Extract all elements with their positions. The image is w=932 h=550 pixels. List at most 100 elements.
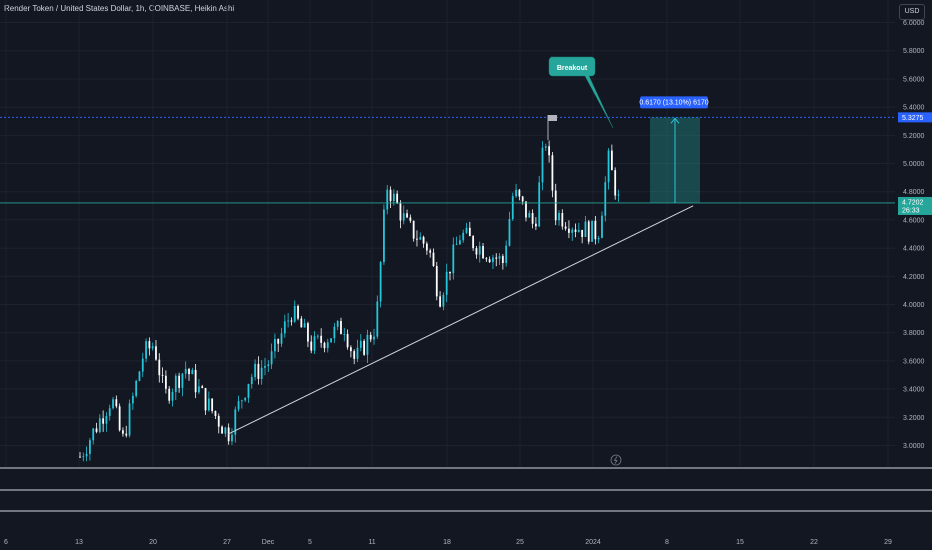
candle-body [432, 252, 435, 267]
candle-body [303, 323, 306, 328]
candle-body [485, 258, 488, 260]
candle-body [515, 189, 517, 197]
candle-body [488, 259, 491, 263]
candle-body [587, 221, 590, 242]
time-tick-label: 13 [75, 539, 83, 546]
measure-layer[interactable]: 0.6170 (13.10%) 6170 [639, 96, 709, 203]
candle-body [617, 194, 620, 196]
candle-body [188, 368, 190, 375]
candle-body [178, 375, 181, 388]
candle-body [558, 213, 560, 221]
candle-body [158, 359, 161, 376]
candle-body [610, 150, 613, 171]
time-axis[interactable]: 6 13 20 27 Dec 5 11 18 25 2024 8 15 22 29 [4, 539, 892, 546]
candle-body [366, 334, 369, 355]
candle-body [498, 256, 501, 259]
candle-body [270, 351, 273, 365]
candle-body [508, 219, 511, 246]
candle-body [247, 383, 250, 398]
candle-body [465, 227, 468, 233]
candle-body [145, 341, 147, 359]
candle-body [128, 403, 131, 436]
candle-body [297, 305, 299, 319]
candle-body [564, 226, 567, 229]
candle-body [518, 189, 521, 197]
time-tick-label: 20 [149, 539, 157, 546]
candle-body [577, 229, 580, 232]
candle-body [359, 340, 362, 348]
candle-body [363, 340, 366, 355]
candles-layer [79, 140, 620, 462]
candle-body [475, 248, 478, 255]
candle-body [217, 416, 220, 427]
candle-body [254, 363, 256, 378]
support-trendline[interactable] [227, 205, 694, 435]
candle-body [383, 209, 385, 263]
time-tick-label: 22 [810, 539, 818, 546]
measure-label: 0.6170 (13.10%) 6170 [639, 99, 708, 106]
level-price-label: 5.3275 [902, 115, 924, 122]
candle-body [435, 266, 438, 297]
candle-body [419, 236, 422, 240]
candle-body [369, 334, 372, 340]
candle-body [277, 339, 280, 344]
candle-body [525, 201, 527, 218]
annotation-layer[interactable]: Breakout [547, 56, 614, 140]
price-axis[interactable]: 6.0000 5.8000 5.6000 5.4000 5.2000 5.0000 4.80… [898, 20, 932, 450]
event-icon[interactable] [610, 454, 622, 466]
candle-body [237, 401, 240, 410]
candle-body [280, 333, 283, 344]
candle-body [551, 155, 554, 191]
candle-body [548, 146, 551, 156]
time-tick-label: 8 [665, 539, 669, 546]
price-tick-label: 4.2000 [903, 274, 925, 281]
candle-body [330, 338, 332, 343]
candle-body [406, 213, 408, 218]
candle-body [283, 321, 286, 334]
candle-body [168, 388, 171, 401]
candle-body [82, 456, 85, 458]
candle-body [445, 271, 448, 295]
time-tick-label: 2024 [585, 539, 601, 546]
breakout-callout[interactable] [548, 56, 614, 129]
candle-body [392, 193, 395, 202]
lightning-icon [613, 456, 618, 464]
candle-body [307, 323, 309, 342]
flag-icon[interactable] [548, 115, 557, 121]
candle-body [108, 408, 111, 416]
candle-body [224, 427, 227, 434]
currency-button[interactable]: USD [899, 4, 925, 20]
candle-body [409, 217, 412, 221]
price-tick-label: 4.4000 [903, 246, 925, 253]
candle-body [148, 341, 151, 349]
candle-body [98, 418, 101, 432]
price-tick-label: 3.6000 [903, 358, 925, 365]
candle-body [531, 213, 534, 224]
candle-body [151, 346, 154, 349]
candle-body [105, 415, 108, 424]
candle-body [412, 220, 415, 239]
lines-layer [0, 116, 895, 435]
candle-body [399, 203, 402, 221]
candle-body [554, 190, 557, 221]
candle-body [581, 229, 584, 237]
candle-body [300, 318, 303, 328]
candle-body [591, 220, 593, 242]
candle-body [482, 246, 484, 259]
candle-body [323, 342, 326, 349]
candle-body [492, 257, 494, 263]
candle-body [373, 336, 375, 340]
candle-body [389, 189, 392, 202]
candle-body [594, 220, 597, 240]
price-tick-label: 4.8000 [903, 189, 925, 196]
level-price-badge [898, 112, 932, 123]
candle-body [544, 146, 547, 148]
candle-body [462, 232, 465, 241]
time-tick-label: 29 [884, 539, 892, 546]
time-tick-label: 18 [443, 539, 451, 546]
candle-body [336, 321, 339, 327]
time-tick-label: 6 [4, 539, 8, 546]
candle-body [191, 369, 194, 375]
candle-body [198, 386, 200, 393]
